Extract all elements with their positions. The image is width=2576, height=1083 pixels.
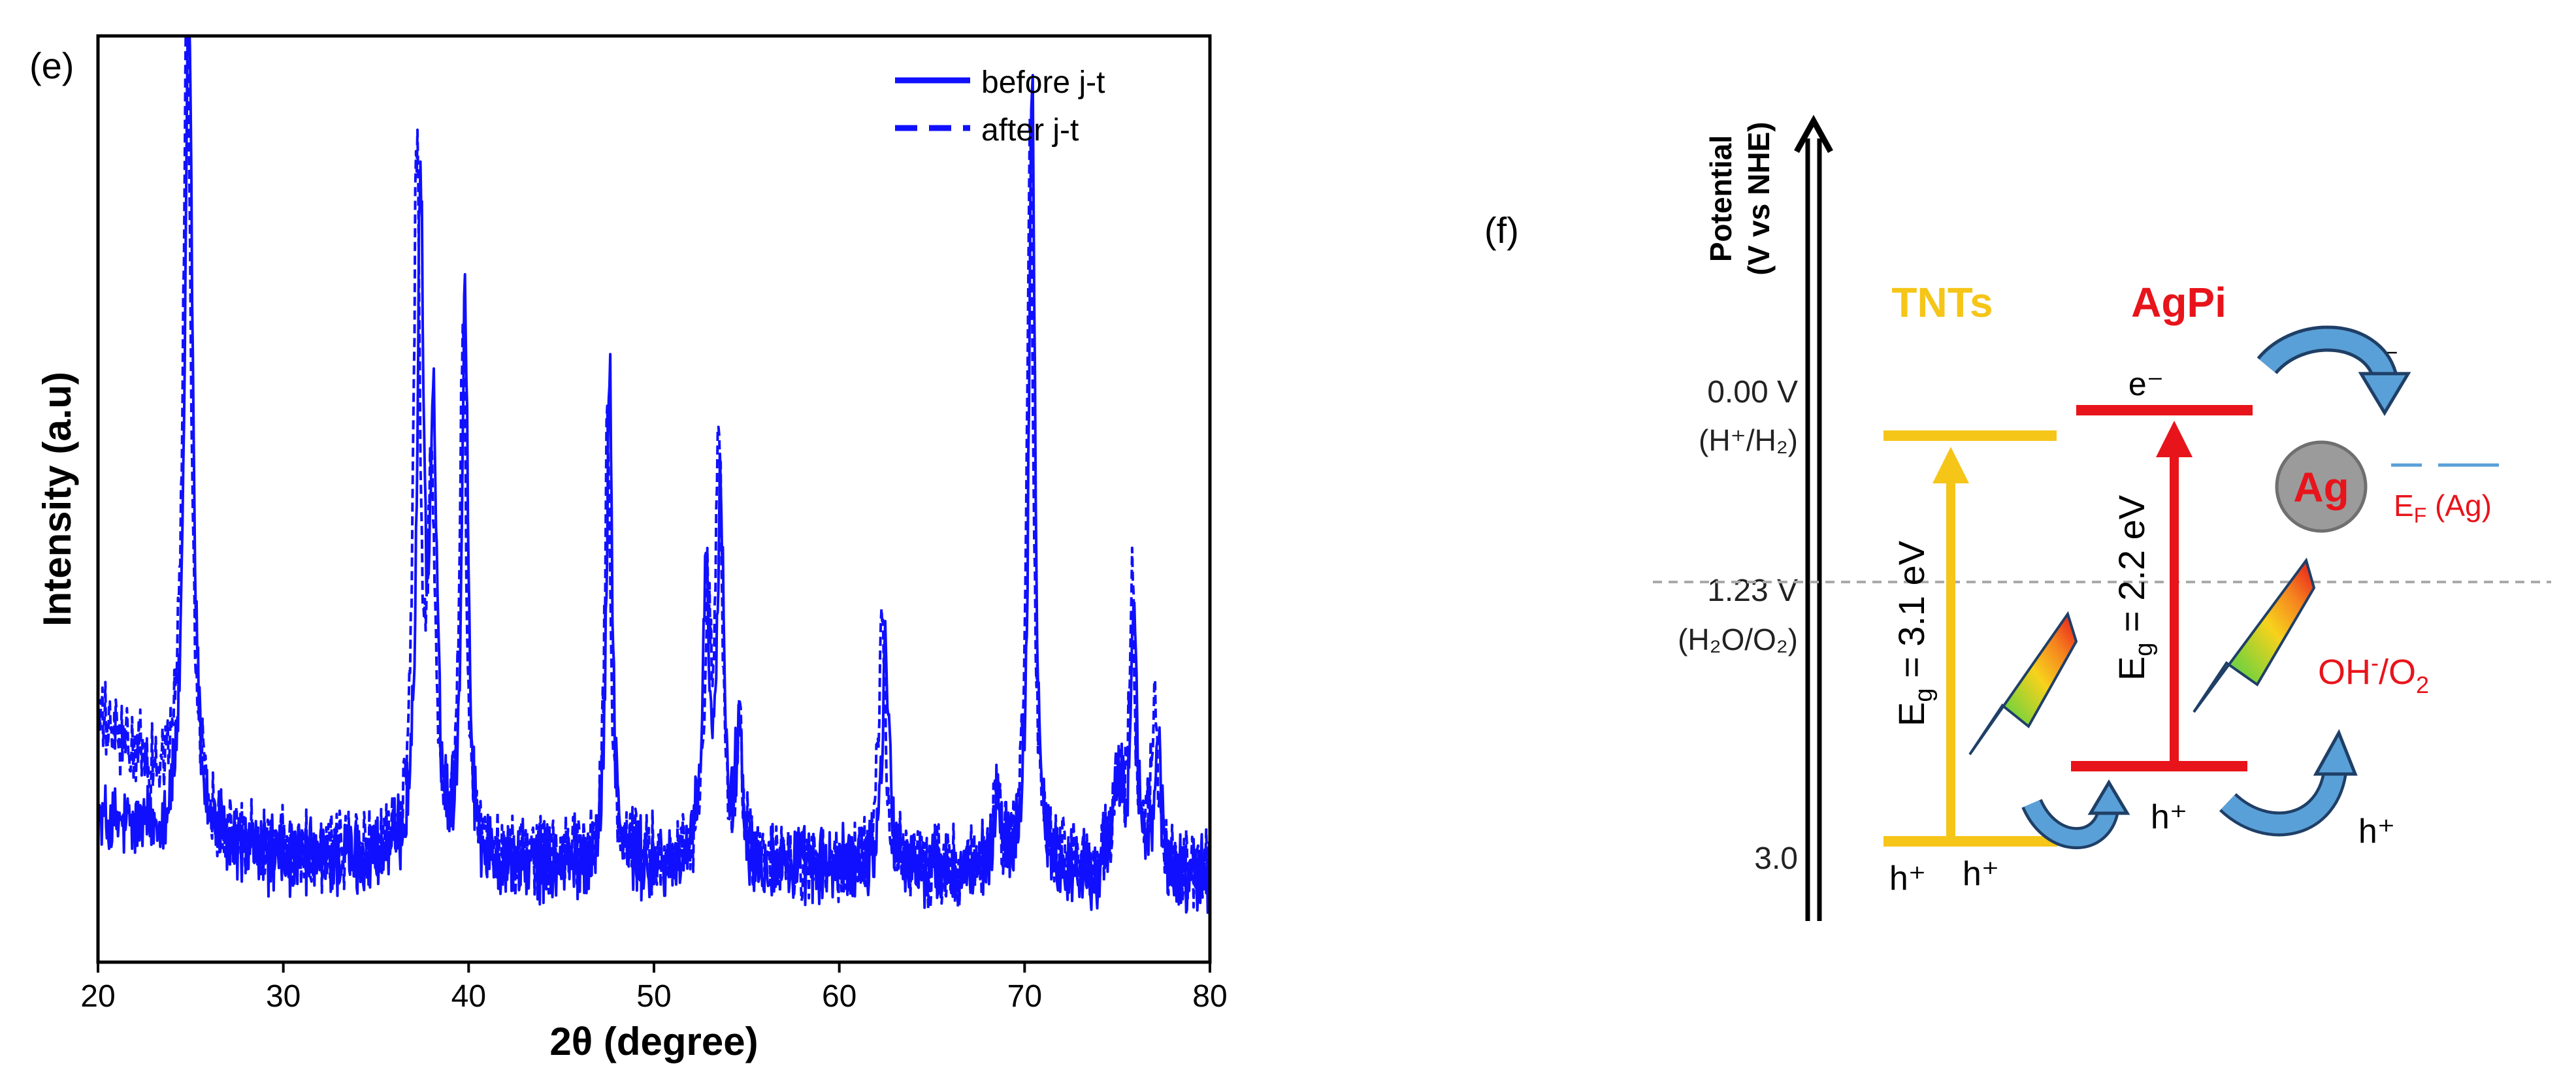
ag-particle	[2275, 440, 2368, 533]
outer-hole: h⁺	[2358, 813, 2395, 850]
xrd-chart: (e) 20 30 40 50 60 70 80 2θ (degree) Intensity…	[29, 34, 1228, 1063]
axis-title-potential: Potential	[1704, 135, 1738, 262]
legend-label-after: after j-t	[981, 113, 1079, 148]
x-tick-label: 20	[80, 979, 115, 1014]
agpi-electron: e⁻	[2128, 366, 2164, 402]
potential-axis	[1794, 114, 1833, 921]
electron-transfer-arrow	[2257, 325, 2411, 416]
oxidation-label: OH-/O2	[2318, 649, 2429, 698]
x-tick-label: 50	[636, 979, 671, 1014]
hole-transfer-arrow-tnts	[2021, 779, 2130, 850]
y-axis-label: Intensity (a.u)	[35, 372, 79, 626]
series-line-after-j-t	[98, 36, 1210, 910]
x-tick-label: 70	[1007, 979, 1042, 1014]
level-value-2: 3.0	[1754, 841, 1798, 876]
panel-label-e: (e)	[29, 45, 74, 86]
x-tick-label: 80	[1192, 979, 1227, 1014]
axis-title-units: (V vs NHE)	[1742, 121, 1776, 275]
level-value-1: 1.23 V	[1707, 574, 1798, 608]
level-value-0: 0.00 V	[1707, 375, 1798, 410]
x-axis-label: 2θ (degree)	[549, 1020, 758, 1063]
level-couple-0: (H⁺/H₂)	[1699, 423, 1798, 457]
tnts-label: TNTs	[1891, 279, 1993, 326]
x-tick-label: 40	[451, 979, 486, 1014]
panel-label-f: (f)	[1484, 210, 1519, 251]
x-tick-layer: 20 30 40 50 60 70 80	[80, 962, 1228, 1014]
hole-transfer-arrow-agpi	[2219, 729, 2358, 837]
tnts-bandgap: Eg = 3.1 eV	[1891, 540, 1938, 726]
band-diagram: (f) Potential (V vs NHE) 0.00 V (H⁺/H₂) …	[1484, 114, 2551, 921]
light-bolt-icon	[2193, 557, 2316, 713]
agpi-hole: h⁺	[2151, 798, 2187, 836]
level-couple-1: (H₂O/O₂)	[1678, 622, 1798, 656]
fermi-level-label: EF (Ag)	[2394, 489, 2492, 527]
x-tick-label: 60	[822, 979, 856, 1014]
tnts-hole-1: h⁺	[1889, 860, 1926, 897]
agpi-bandgap: Eg = 2.2 eV	[2111, 494, 2158, 681]
legend-label-before: before j-t	[981, 65, 1105, 100]
agpi-label: AgPi	[2131, 279, 2226, 326]
tnts-hole-2: h⁺	[1963, 855, 1999, 893]
light-bolt-icon	[1968, 611, 2078, 756]
series-layer	[98, 36, 1210, 914]
ag-label: Ag	[2293, 464, 2349, 511]
legend: before j-t after j-t	[895, 65, 1105, 148]
x-tick-label: 30	[266, 979, 301, 1014]
